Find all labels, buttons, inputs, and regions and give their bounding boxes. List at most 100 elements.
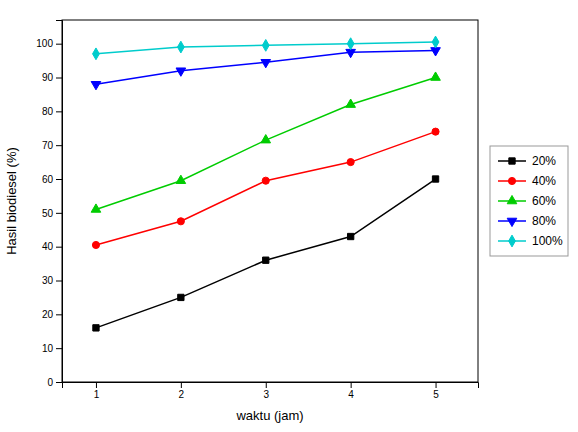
legend-label: 80% [532,214,556,228]
tick-mark [56,213,62,214]
point [91,204,101,212]
point [432,176,438,182]
tick: 40 [42,241,62,252]
point [177,218,184,225]
legend-label: 100% [532,234,563,248]
tick-label: 20 [42,309,54,320]
point [347,233,353,239]
axis-line [63,383,479,389]
y-axis: 0 10 20 30 40 50 60 70 80 90 100 [36,21,62,388]
point [263,257,269,263]
tick-mark [56,281,62,282]
tick-mark [181,382,182,388]
legend-marker [508,177,515,184]
line [96,132,436,245]
tick-mark [351,382,352,388]
tick-label: 2 [179,389,185,400]
tick-label: 3 [263,389,269,400]
legend-marker [509,235,516,247]
tick-mark [56,314,62,315]
tick: 2 [179,382,185,400]
line [96,78,436,210]
legend-entry: 40% [498,174,556,188]
point [261,135,271,143]
tick-mark [436,382,437,388]
tick: 3 [263,382,269,400]
series [91,48,440,90]
tick: 70 [42,140,62,151]
legend-marker [507,195,517,203]
tick-label: 40 [42,241,54,252]
legend-entry: 100% [498,234,563,248]
tick-mark [56,179,62,180]
series-group [91,36,440,331]
tick-label: 5 [433,389,439,400]
tick-label: 70 [42,140,54,151]
legend: 20% 40% 60% 80% 100% [490,146,568,256]
series [93,36,439,60]
tick: 100 [36,38,62,49]
point [93,325,99,331]
tick-mark [56,78,62,79]
point [262,39,269,51]
point [178,294,184,300]
series [93,176,439,331]
series [91,72,440,212]
legend-entry: 20% [498,154,556,168]
point [92,241,99,248]
x-axis: 1 2 3 4 5 [63,382,479,400]
point [177,41,184,53]
point [431,48,441,56]
point [346,49,356,57]
tick: 60 [42,174,62,185]
point [93,48,100,60]
point [91,82,101,90]
tick-label: 60 [42,174,54,185]
point [431,72,441,80]
tick-mark [56,111,62,112]
tick-label: 80 [42,106,54,117]
tick-mark [56,247,62,248]
chart: 123450102030405060708090100waktu (jam)Ha… [0,0,578,432]
tick: 80 [42,106,62,117]
tick: 30 [42,275,62,286]
point [347,159,354,166]
legend-label: 20% [532,154,556,168]
tick-mark [56,44,62,45]
tick: 5 [433,382,439,400]
point [432,36,439,48]
tick: 4 [348,382,354,400]
point [346,99,356,107]
plot-frame [62,20,478,382]
tick-label: 0 [47,377,53,388]
tick: 0 [47,377,62,388]
tick-label: 10 [42,343,54,354]
y-axis-title: Hasil biodiesel (%) [4,147,19,255]
tick: 20 [42,309,62,320]
legend-entry: 60% [498,194,556,208]
tick-mark [56,348,62,349]
tick: 90 [42,72,62,83]
x-axis-title: waktu (jam) [235,408,303,423]
legend-marker [507,218,517,226]
tick-mark [266,382,267,388]
tick-label: 1 [94,389,100,400]
point [347,38,354,50]
tick-label: 4 [348,389,354,400]
legend-entry: 80% [498,214,556,228]
line [96,179,436,328]
tick-mark [56,145,62,146]
tick-mark [96,382,97,388]
point [262,177,269,184]
tick-label: 30 [42,275,54,286]
tick: 50 [42,208,62,219]
legend-label: 60% [532,194,556,208]
tick-mark [56,382,62,383]
legend-marker [509,158,515,164]
legend-frame [490,146,568,256]
tick-label: 100 [36,38,53,49]
point [261,60,271,68]
point [176,175,186,183]
line [96,50,436,84]
point [176,68,186,76]
